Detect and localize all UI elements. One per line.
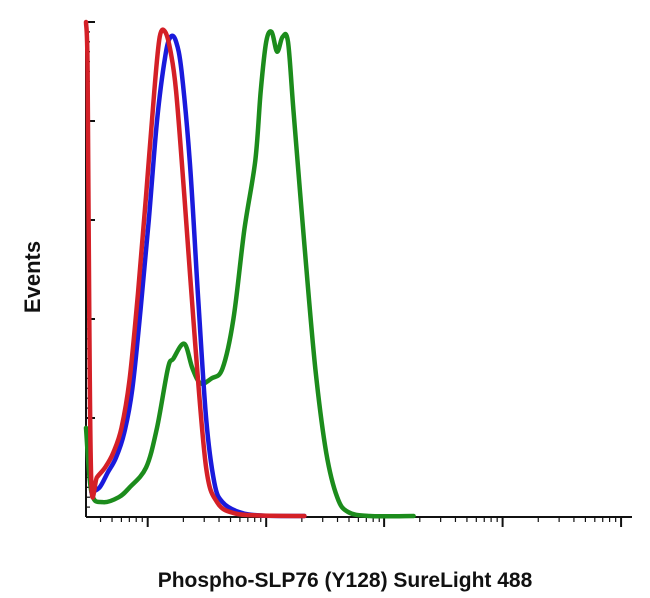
plot-frame [85, 22, 632, 518]
series-layer [83, 19, 416, 519]
y-axis-title: Events [20, 241, 45, 313]
series-line [83, 19, 307, 519]
x-axis-title: Phospho-SLP76 (Y128) SureLight 488 [158, 569, 533, 592]
series-line [83, 29, 416, 519]
series-line [89, 33, 307, 519]
axis-ticks [86, 21, 623, 527]
